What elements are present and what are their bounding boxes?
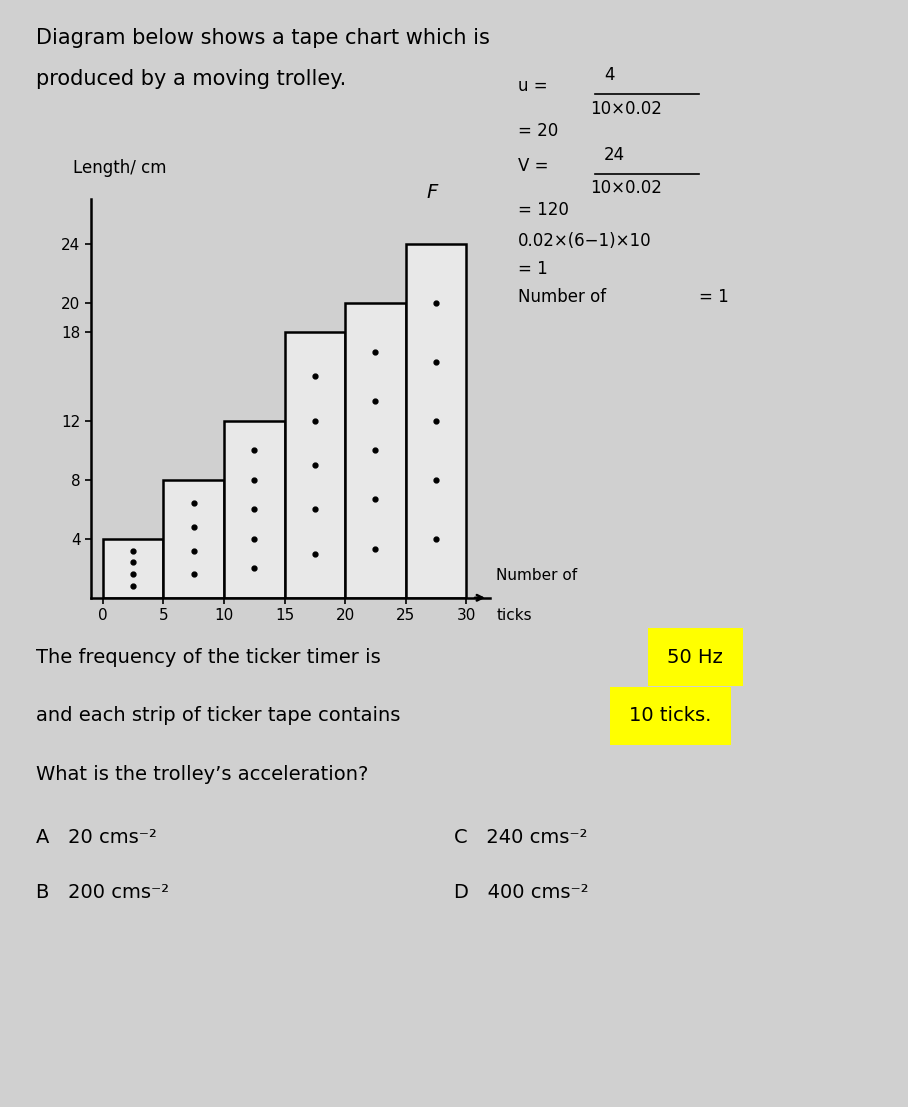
Text: 4: 4 xyxy=(604,66,615,84)
Text: 0.02×(6−1)×10: 0.02×(6−1)×10 xyxy=(518,232,651,250)
Text: produced by a moving trolley.: produced by a moving trolley. xyxy=(36,69,347,89)
Text: V =: V = xyxy=(518,157,548,175)
Text: F: F xyxy=(427,183,438,201)
Text: u =: u = xyxy=(518,77,548,95)
Text: ticks: ticks xyxy=(497,608,532,623)
Text: A   20 cms⁻²: A 20 cms⁻² xyxy=(36,828,157,847)
Text: What is the trolley’s acceleration?: What is the trolley’s acceleration? xyxy=(36,765,369,784)
Text: B   200 cms⁻²: B 200 cms⁻² xyxy=(36,883,170,902)
Text: Length/ cm: Length/ cm xyxy=(73,159,166,177)
Text: Number of: Number of xyxy=(518,288,606,306)
Bar xyxy=(103,539,163,598)
Text: 10 ticks.: 10 ticks. xyxy=(629,706,712,725)
Text: = 1: = 1 xyxy=(699,288,729,306)
Bar xyxy=(406,244,466,598)
Bar xyxy=(284,332,345,598)
Text: and each strip of ticker tape contains: and each strip of ticker tape contains xyxy=(36,706,407,725)
Text: 10×0.02: 10×0.02 xyxy=(590,179,662,197)
Text: = 20: = 20 xyxy=(518,122,558,139)
Bar xyxy=(345,302,406,598)
Text: = 1: = 1 xyxy=(518,260,548,278)
Text: D   400 cms⁻²: D 400 cms⁻² xyxy=(454,883,588,902)
Text: Diagram below shows a tape chart which is: Diagram below shows a tape chart which i… xyxy=(36,28,490,48)
Text: 10×0.02: 10×0.02 xyxy=(590,100,662,117)
Text: 24: 24 xyxy=(604,146,625,164)
Text: Number of: Number of xyxy=(497,568,577,583)
Bar xyxy=(224,421,284,598)
Text: = 120: = 120 xyxy=(518,201,568,219)
Bar xyxy=(163,479,224,598)
Text: The frequency of the ticker timer is: The frequency of the ticker timer is xyxy=(36,648,388,666)
Text: C   240 cms⁻²: C 240 cms⁻² xyxy=(454,828,587,847)
Text: 50 Hz: 50 Hz xyxy=(667,648,724,666)
